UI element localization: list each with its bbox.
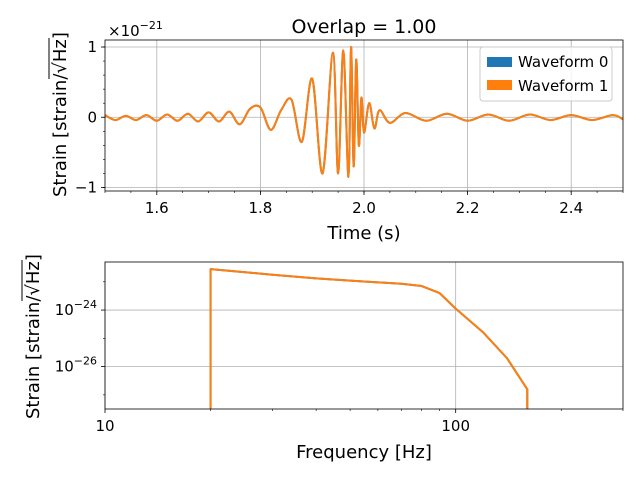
axis-offset-text: ×10−21 [108,19,163,40]
y-axis-label: Strain [strain/√Hz] [21,254,44,419]
y-axis-label-text: Strain [strain/√Hz] [50,32,71,197]
y-axis-label-radicand: Hz [50,39,71,62]
y-tick-base: 10 [55,358,74,376]
y-axis-label-close: ] [50,32,71,39]
x-tick-label: 2.0 [352,199,376,217]
legend-swatch-waveform-0 [487,57,512,67]
y-tick-label: 10−26 [55,355,97,376]
y-axis-label-main: Strain [strain/√ [50,62,71,197]
legend-label-waveform-1: Waveform 1 [518,77,608,95]
x-tick-label: 10 [95,417,114,435]
x-tick-label: 1.8 [248,199,272,217]
legend: Waveform 0 Waveform 1 [479,46,613,102]
offset-base: ×10 [108,22,140,40]
y-tick-base: 10 [55,301,74,319]
legend-swatch-waveform-1 [487,80,512,90]
time-domain-chart: Overlap = 1.00 ×10−21 1.6 1.8 2.0 2.2 2.4 −1… [48,16,624,244]
offset-exponent: −21 [140,19,163,32]
legend-label-waveform-0: Waveform 0 [518,53,608,71]
y-tick-exponent: −26 [74,355,97,368]
plot-frame [104,261,624,410]
x-axis-label: Frequency [Hz] [296,442,432,463]
y-tick-label: 0 [87,108,97,126]
y-axis-ticks: −1 0 1 [75,38,105,196]
x-tick-label: 1.6 [145,199,169,217]
x-axis-label: Time (s) [326,223,400,244]
x-tick-label: 2.2 [456,199,480,217]
y-axis-label-text: Strain [strain/√Hz] [23,254,44,419]
y-tick-exponent: −24 [74,298,97,311]
y-tick-label: 1 [87,38,97,56]
x-tick-label: 2.4 [559,199,583,217]
y-axis-label-close: ] [23,254,44,261]
chart-title: Overlap = 1.00 [292,16,437,38]
y-tick-label: 10−24 [55,298,97,319]
x-axis-ticks: 10 100 [95,409,624,435]
x-tick-label: 100 [441,417,470,435]
series-lines [209,268,529,409]
y-axis-label-main: Strain [strain/√ [23,284,44,419]
series-line-waveform-1 [104,46,624,178]
y-axis-label-radicand: Hz [23,261,44,284]
legend-box [479,46,613,102]
series-lines [104,46,624,178]
series-line-waveform-1 [209,268,529,409]
x-axis-ticks: 1.6 1.8 2.0 2.2 2.4 [104,191,624,217]
y-tick-label: −1 [75,178,97,196]
y-axis-label: Strain [strain/√Hz] [48,32,71,197]
